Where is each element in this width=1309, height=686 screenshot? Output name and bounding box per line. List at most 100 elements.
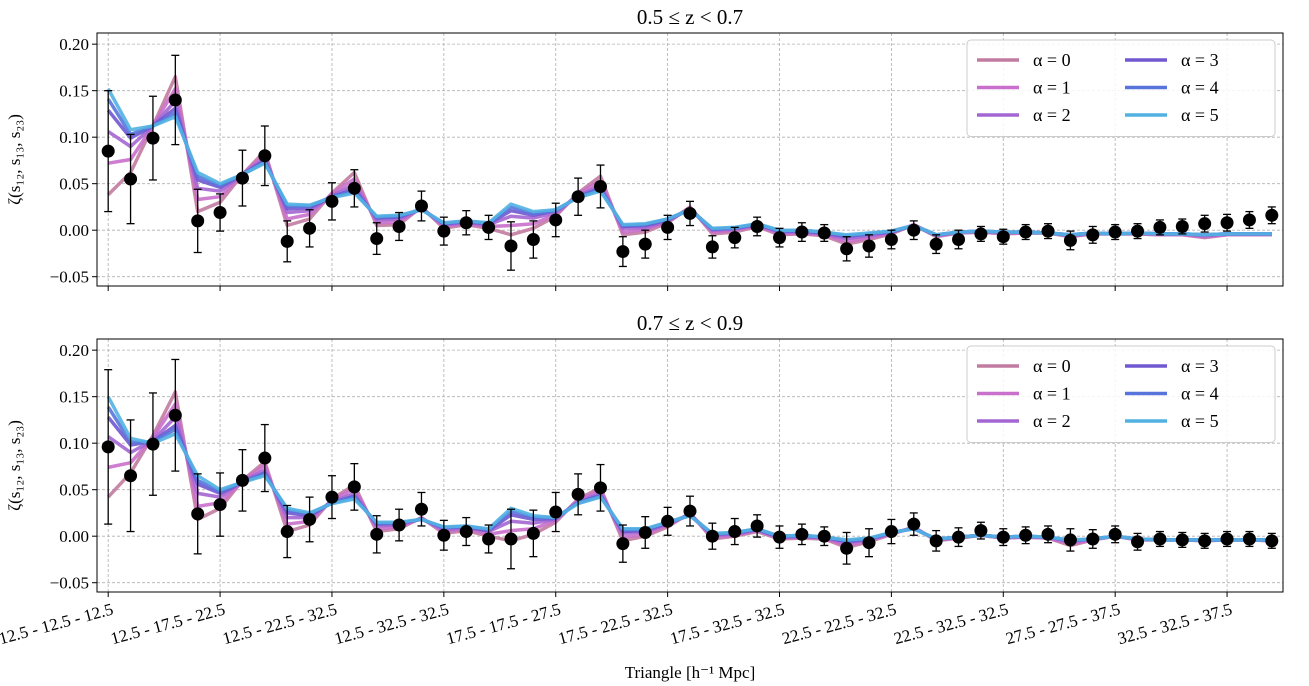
data-point — [370, 527, 384, 541]
data-point — [101, 144, 115, 158]
data-point — [952, 530, 966, 544]
data-point — [750, 519, 764, 533]
data-point — [638, 237, 652, 251]
data-point — [549, 213, 563, 227]
data-point — [213, 498, 227, 512]
data-point — [325, 490, 339, 504]
y-tick-label: 0.15 — [59, 82, 89, 101]
data-point — [1041, 224, 1055, 238]
x-tick-label: 12.5 - 22.5 - 32.5 — [221, 600, 339, 649]
x-tick-label: 17.5 - 32.5 - 32.5 — [668, 600, 786, 649]
data-point — [1108, 225, 1122, 239]
data-point — [1242, 213, 1256, 227]
legend-label: α = 5 — [1181, 105, 1219, 125]
y-tick-label: −0.05 — [50, 268, 89, 287]
data-point — [1220, 216, 1234, 230]
data-point — [280, 234, 294, 248]
data-point — [1175, 219, 1189, 233]
y-tick-label: 0.20 — [59, 35, 89, 54]
data-point — [862, 239, 876, 253]
data-point — [213, 206, 227, 220]
data-point — [929, 534, 943, 548]
data-point — [168, 408, 182, 422]
legend-label: α = 3 — [1181, 50, 1219, 70]
data-point — [1063, 533, 1077, 547]
data-point — [750, 219, 764, 233]
data-point — [884, 525, 898, 539]
data-point — [504, 239, 518, 253]
data-point — [1131, 224, 1145, 238]
data-point — [817, 226, 831, 240]
data-point — [1131, 535, 1145, 549]
x-axis-label: Triangle [h⁻¹ Mpc] — [625, 663, 756, 682]
legend-label: α = 1 — [1033, 384, 1071, 404]
data-point — [705, 529, 719, 543]
data-point — [661, 220, 675, 234]
data-point — [974, 524, 988, 538]
data-point — [1041, 527, 1055, 541]
data-point — [907, 223, 921, 237]
data-point — [1242, 532, 1256, 546]
data-point — [616, 537, 630, 551]
data-point — [571, 487, 585, 501]
data-point — [124, 172, 138, 186]
data-point — [1086, 228, 1100, 242]
legend-label: α = 0 — [1033, 50, 1071, 70]
data-point — [840, 242, 854, 256]
data-point — [101, 440, 115, 454]
y-tick-label: 0.00 — [59, 221, 89, 240]
x-tick-label: 12.5 - 12.5 - 12.5 — [0, 600, 115, 649]
legend-label: α = 1 — [1033, 78, 1071, 98]
data-point — [884, 232, 898, 246]
data-point — [795, 527, 809, 541]
x-tick-label: 32.5 - 32.5 - 37.5 — [1116, 600, 1234, 649]
data-point — [638, 525, 652, 539]
x-tick-label: 22.5 - 22.5 - 32.5 — [780, 600, 898, 649]
data-point — [325, 194, 339, 208]
data-point — [1108, 527, 1122, 541]
data-point — [996, 530, 1010, 544]
legend-label: α = 5 — [1181, 411, 1219, 431]
data-point — [526, 232, 540, 246]
data-point — [347, 480, 361, 494]
data-point — [683, 206, 697, 220]
data-point — [728, 525, 742, 539]
data-point — [303, 512, 317, 526]
panel-title: 0.5 ≤ z < 0.7 — [637, 5, 743, 29]
y-tick-label: 0.10 — [59, 434, 89, 453]
data-point — [235, 473, 249, 487]
data-point — [437, 224, 451, 238]
data-point — [146, 131, 160, 145]
data-point — [258, 149, 272, 163]
data-point — [1175, 533, 1189, 547]
x-tick-label: 12.5 - 32.5 - 32.5 — [332, 600, 450, 649]
x-tick-label: 22.5 - 32.5 - 32.5 — [892, 600, 1010, 649]
x-tick-label: 27.5 - 27.5 - 37.5 — [1004, 600, 1122, 649]
data-point — [571, 190, 585, 204]
data-point — [952, 232, 966, 246]
y-tick-label: −0.05 — [50, 574, 89, 593]
data-point — [1220, 532, 1234, 546]
data-point — [1019, 528, 1033, 542]
data-point — [817, 529, 831, 543]
data-point — [1198, 534, 1212, 548]
data-point — [862, 536, 876, 550]
data-point — [191, 214, 205, 228]
data-point — [683, 504, 697, 518]
data-point — [191, 507, 205, 521]
data-point — [280, 525, 294, 539]
y-tick-label: 0.15 — [59, 388, 89, 407]
data-point — [840, 541, 854, 555]
data-point — [549, 505, 563, 519]
legend-label: α = 2 — [1033, 411, 1071, 431]
data-point — [1265, 534, 1279, 548]
legend-label: α = 4 — [1181, 78, 1219, 98]
data-point — [1198, 217, 1212, 231]
data-point — [1265, 208, 1279, 222]
y-axis-label: ζ(s₁₂, s₁₃, s₂₃) — [5, 114, 24, 205]
data-point — [504, 532, 518, 546]
data-point — [370, 232, 384, 246]
data-point — [392, 219, 406, 233]
data-point — [661, 514, 675, 528]
